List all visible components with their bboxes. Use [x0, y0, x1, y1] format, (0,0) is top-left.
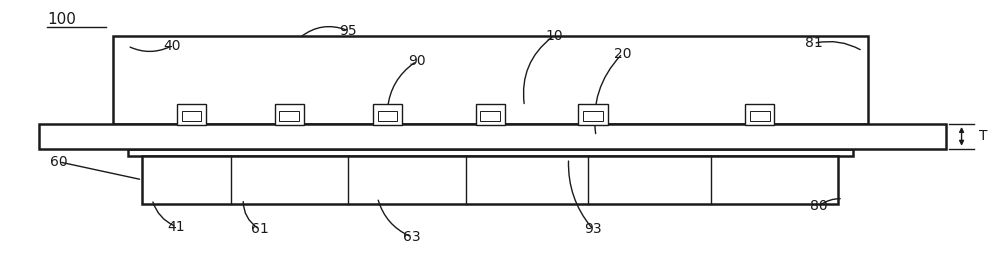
Bar	[750, 111, 770, 121]
Bar	[480, 111, 500, 121]
Bar	[275, 103, 304, 125]
Bar	[583, 111, 603, 121]
Text: 90: 90	[408, 54, 426, 68]
Text: 81: 81	[805, 36, 822, 50]
Text: T: T	[979, 129, 988, 143]
Text: 100: 100	[47, 12, 76, 27]
Bar	[182, 111, 201, 121]
Bar	[142, 156, 838, 204]
Text: 60: 60	[50, 155, 68, 169]
Text: 61: 61	[251, 222, 269, 236]
Text: 40: 40	[163, 39, 180, 53]
Text: 93: 93	[584, 222, 602, 236]
Text: 41: 41	[168, 220, 185, 234]
Bar	[378, 111, 397, 121]
Bar	[578, 103, 608, 125]
Bar	[279, 111, 299, 121]
Text: 80: 80	[810, 199, 827, 213]
Bar	[373, 103, 402, 125]
Text: 63: 63	[403, 230, 421, 244]
Bar	[476, 103, 505, 125]
Text: 95: 95	[339, 24, 357, 38]
Bar	[177, 103, 206, 125]
Bar	[745, 103, 774, 125]
Text: 20: 20	[614, 47, 631, 61]
Bar	[113, 36, 868, 124]
Bar	[39, 124, 946, 149]
Bar	[128, 149, 853, 156]
Text: 10: 10	[545, 29, 563, 43]
